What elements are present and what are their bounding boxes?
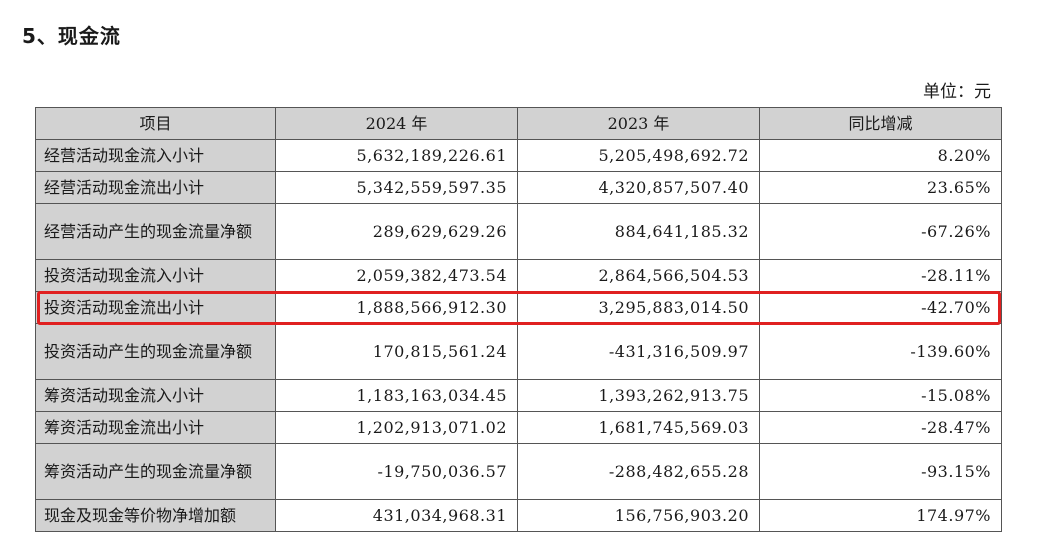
row-item: 投资活动现金流入小计 [35,259,276,292]
row-item: 经营活动现金流入小计 [35,139,276,172]
row-2023: 1,681,745,569.03 [517,411,760,444]
row-change: -139.60% [759,323,1002,380]
row-2024: 431,034,968.31 [275,499,518,532]
row-change: -42.70% [759,291,1002,324]
header-item: 项目 [35,107,276,140]
table-row: 经营活动现金流出小计 5,342,559,597.35 4,320,857,50… [35,171,1002,204]
row-2023: 4,320,857,507.40 [517,171,760,204]
row-2024: 5,632,189,226.61 [275,139,518,172]
row-2023: -431,316,509.97 [517,323,760,380]
row-item: 经营活动现金流出小计 [35,171,276,204]
row-2023: 1,393,262,913.75 [517,379,760,412]
table-row-highlighted: 投资活动现金流出小计 1,888,566,912.30 3,295,883,01… [35,291,1002,324]
row-2024: 289,629,629.26 [275,203,518,260]
row-change: -28.47% [759,411,1002,444]
table-row: 经营活动产生的现金流量净额 289,629,629.26 884,641,185… [35,203,1002,260]
row-change: 174.97% [759,499,1002,532]
table-row: 经营活动现金流入小计 5,632,189,226.61 5,205,498,69… [35,139,1002,172]
row-2024: 1,183,163,034.45 [275,379,518,412]
table-row: 投资活动现金流入小计 2,059,382,473.54 2,864,566,50… [35,259,1002,292]
header-2024: 2024 年 [275,107,518,140]
row-2024: 2,059,382,473.54 [275,259,518,292]
header-change: 同比增减 [759,107,1002,140]
row-item: 筹资活动现金流出小计 [35,411,276,444]
cash-flow-table: 项目 2024 年 2023 年 同比增减 经营活动现金流入小计 5,632,1… [35,107,1002,532]
row-2024: 5,342,559,597.35 [275,171,518,204]
row-item: 经营活动产生的现金流量净额 [35,203,276,260]
row-2024: -19,750,036.57 [275,443,518,500]
table-row: 筹资活动现金流入小计 1,183,163,034.45 1,393,262,91… [35,379,1002,412]
row-2024: 170,815,561.24 [275,323,518,380]
row-change: -28.11% [759,259,1002,292]
row-2023: 156,756,903.20 [517,499,760,532]
section-title: 5、现金流 [22,24,121,48]
row-2023: 884,641,185.32 [517,203,760,260]
table-row: 筹资活动产生的现金流量净额 -19,750,036.57 -288,482,65… [35,443,1002,500]
table-header-row: 项目 2024 年 2023 年 同比增减 [35,107,1002,140]
unit-label: 单位：元 [923,82,991,102]
row-2023: 5,205,498,692.72 [517,139,760,172]
row-change: -15.08% [759,379,1002,412]
header-2023: 2023 年 [517,107,760,140]
row-item: 筹资活动产生的现金流量净额 [35,443,276,500]
row-change: 8.20% [759,139,1002,172]
row-change: -93.15% [759,443,1002,500]
row-item: 筹资活动现金流入小计 [35,379,276,412]
row-item: 投资活动产生的现金流量净额 [35,323,276,380]
table-row: 投资活动产生的现金流量净额 170,815,561.24 -431,316,50… [35,323,1002,380]
row-2024: 1,888,566,912.30 [275,291,518,324]
row-change: -67.26% [759,203,1002,260]
row-2023: 2,864,566,504.53 [517,259,760,292]
table-row: 现金及现金等价物净增加额 431,034,968.31 156,756,903.… [35,499,1002,532]
row-2023: 3,295,883,014.50 [517,291,760,324]
row-2023: -288,482,655.28 [517,443,760,500]
table-row: 筹资活动现金流出小计 1,202,913,071.02 1,681,745,56… [35,411,1002,444]
row-2024: 1,202,913,071.02 [275,411,518,444]
row-item: 投资活动现金流出小计 [35,291,276,324]
row-change: 23.65% [759,171,1002,204]
row-item: 现金及现金等价物净增加额 [35,499,276,532]
